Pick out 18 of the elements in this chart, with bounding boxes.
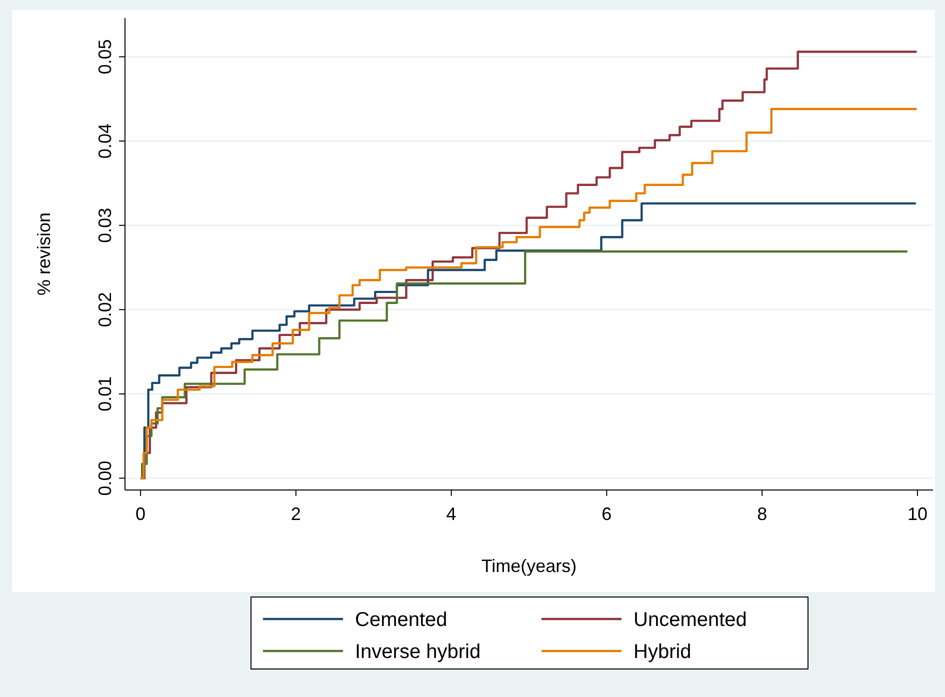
legend-label: Hybrid [634,641,692,663]
x-tick-label: 8 [757,504,768,524]
legend-label: Inverse hybrid [355,641,481,663]
x-tick-label: 4 [446,504,456,524]
x-tick-label: 6 [602,504,612,524]
y-tick-label: 0.02 [95,292,115,328]
y-tick-label: 0.04 [95,124,115,159]
y-tick-label: 0.05 [95,39,115,74]
y-tick-label: 0.01 [95,376,115,412]
legend-label: Cemented [355,609,448,631]
x-axis-title: Time(years) [481,556,577,576]
y-tick-label: 0.00 [95,460,115,496]
y-tick-label: 0.03 [95,208,115,243]
x-tick-label: 10 [907,504,928,524]
y-axis-title: % revision [34,212,54,296]
x-tick-label: 2 [290,504,301,524]
legend-label: Uncemented [634,609,747,631]
x-tick-label: 0 [136,504,146,524]
